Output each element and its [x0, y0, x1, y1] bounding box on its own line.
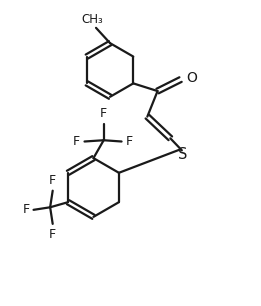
- Text: F: F: [22, 203, 29, 216]
- Text: F: F: [49, 174, 56, 187]
- Text: F: F: [126, 135, 133, 148]
- Text: S: S: [179, 147, 188, 162]
- Text: F: F: [49, 228, 56, 241]
- Text: O: O: [186, 71, 197, 85]
- Text: CH₃: CH₃: [81, 13, 103, 26]
- Text: F: F: [100, 106, 107, 120]
- Text: F: F: [73, 135, 80, 148]
